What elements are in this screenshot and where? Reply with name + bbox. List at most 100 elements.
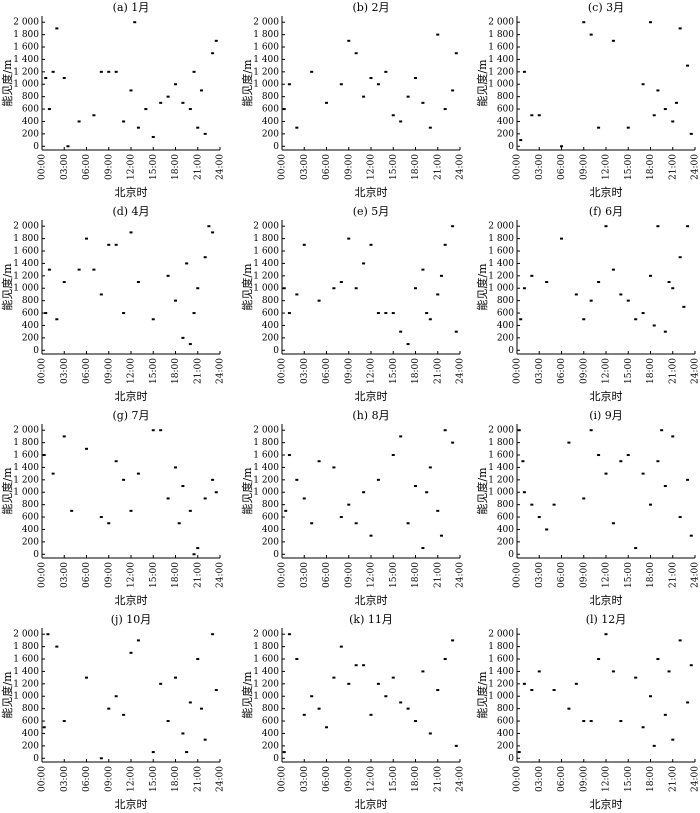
point	[362, 664, 366, 667]
y-tick-label: 1 000	[13, 488, 39, 498]
y-tick-label: 1 200	[13, 271, 39, 281]
x-tick-label: 21:00	[668, 562, 678, 588]
y-tick-label: 800	[497, 704, 514, 714]
y-tick-label: 1 400	[488, 463, 514, 473]
panel-title: (f) 6月	[589, 205, 623, 218]
y-tick-label: 2 000	[13, 630, 39, 640]
panel-title: (l) 12月	[586, 613, 627, 626]
x-tick-label: 24:00	[216, 154, 226, 180]
y-tick-label: 1 200	[253, 271, 279, 281]
point	[689, 132, 693, 135]
y-tick-label: 0	[273, 142, 279, 152]
x-tick-label: 09:00	[344, 766, 354, 792]
point	[678, 639, 682, 642]
x-tick-label: 00:00	[513, 562, 523, 588]
point	[530, 114, 534, 117]
y-tick-label: 1 200	[253, 679, 279, 689]
x-tick-label: 21:00	[433, 358, 443, 384]
y-tick-label: 600	[22, 717, 39, 727]
x-tick-label: 09:00	[579, 358, 589, 384]
x-tick-label: 06:00	[82, 154, 92, 180]
y-tick-label: 1 000	[253, 80, 279, 90]
point	[545, 528, 549, 531]
y-tick-label: 800	[262, 704, 279, 714]
point	[597, 281, 601, 284]
point	[406, 522, 410, 525]
y-tick-label: 1 400	[488, 667, 514, 677]
x-tick-label: 21:00	[668, 766, 678, 792]
y-tick-label: 2 000	[488, 18, 514, 28]
point	[436, 509, 440, 512]
x-tick-label: 24:00	[691, 562, 700, 588]
x-axis-label: 北京时	[115, 593, 148, 607]
point	[55, 645, 59, 648]
point	[689, 534, 693, 537]
point	[663, 330, 667, 333]
point	[46, 633, 50, 636]
x-tick-label: 21:00	[193, 766, 203, 792]
point	[107, 70, 111, 73]
y-tick-label: 1 400	[13, 55, 39, 65]
x-tick-label: 21:00	[433, 154, 443, 180]
point	[347, 237, 351, 240]
y-tick-label: 2 000	[488, 222, 514, 232]
point	[62, 720, 66, 723]
point	[77, 120, 81, 123]
point	[652, 324, 656, 327]
y-tick-label: 200	[22, 333, 39, 343]
point	[521, 460, 525, 463]
point	[517, 429, 521, 432]
panel-title: (a) 1月	[113, 1, 150, 14]
y-tick-label: 1 600	[253, 43, 279, 53]
x-axis-label: 北京时	[590, 797, 623, 811]
y-tick-label: 200	[262, 129, 279, 139]
point	[660, 429, 664, 432]
x-tick-label: 06:00	[322, 562, 332, 588]
x-axis-label: 北京时	[115, 797, 148, 811]
point	[192, 553, 196, 556]
point	[133, 21, 137, 24]
point	[519, 139, 523, 142]
x-tick-label: 12:00	[127, 154, 137, 180]
point	[454, 330, 458, 333]
y-tick-label: 0	[273, 346, 279, 356]
x-tick-label: 12:00	[127, 766, 137, 792]
x-tick-label: 12:00	[602, 562, 612, 588]
point	[634, 547, 638, 550]
point	[99, 757, 103, 760]
point	[199, 707, 203, 710]
point	[188, 343, 192, 346]
y-tick-label: 1 200	[13, 679, 39, 689]
x-tick-label: 03:00	[535, 358, 545, 384]
point	[70, 509, 74, 512]
x-tick-label: 15:00	[389, 562, 399, 588]
point	[185, 751, 189, 754]
point	[310, 70, 314, 73]
point	[649, 21, 652, 24]
y-tick-label: 2 000	[253, 222, 279, 232]
x-tick-label: 15:00	[149, 766, 159, 792]
y-tick-label: 2 000	[253, 18, 279, 28]
x-tick-label: 18:00	[171, 562, 181, 588]
point	[649, 503, 652, 506]
x-tick-label: 09:00	[344, 358, 354, 384]
point	[211, 633, 215, 636]
point	[451, 441, 455, 444]
point	[174, 466, 177, 469]
point	[567, 707, 571, 710]
y-tick-label: 1 600	[488, 247, 514, 257]
x-tick-label: 24:00	[691, 766, 700, 792]
point	[589, 720, 593, 723]
point	[663, 108, 667, 111]
y-tick-label: 1 800	[488, 438, 514, 448]
y-tick-label: 400	[497, 525, 514, 535]
point	[129, 509, 133, 512]
point	[339, 83, 343, 86]
x-tick-label: 00:00	[38, 154, 48, 180]
point	[99, 293, 103, 296]
point	[159, 101, 163, 104]
point	[302, 497, 306, 500]
y-tick-label: 800	[262, 296, 279, 306]
point	[122, 120, 126, 123]
y-tick-label: 1 600	[13, 43, 39, 53]
